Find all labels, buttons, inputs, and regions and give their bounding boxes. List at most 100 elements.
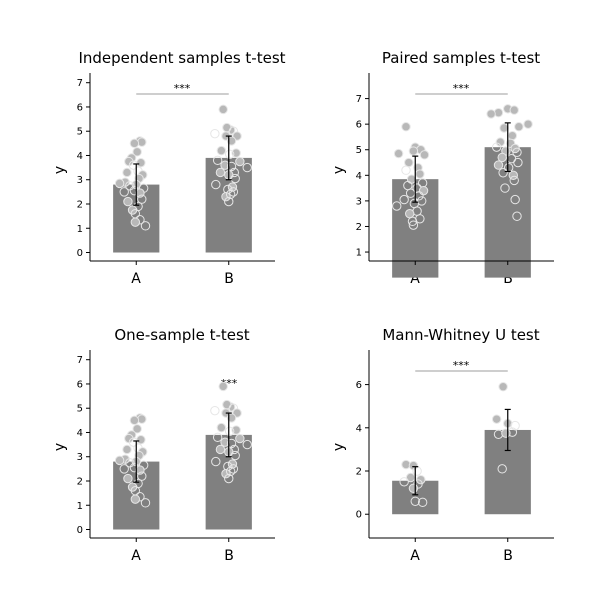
data-point (119, 187, 129, 197)
y-tick-label: 4 (356, 171, 362, 182)
panel-independent-t-test: Independent samples t-test y A B *** 0 1 2… (52, 49, 286, 287)
data-point (122, 167, 132, 178)
data-point (228, 464, 239, 474)
y-tick-label: 0 (77, 248, 83, 259)
data-point (510, 194, 520, 205)
y-tick-label: 0 (77, 525, 83, 536)
data-point (408, 146, 419, 156)
data-point (135, 465, 145, 475)
data-point (401, 165, 411, 175)
y-tick-label: 3 (77, 452, 83, 463)
significance-label: *** (453, 359, 470, 372)
data-point (417, 497, 428, 508)
data-point (513, 157, 523, 168)
data-point (140, 221, 151, 231)
data-point (491, 414, 502, 424)
panel-paired-t-test: Paired samples t-test y A B *** 1 2 3 4 5 6 7 (331, 49, 554, 287)
y-axis-label: y (52, 166, 68, 174)
error-bar (412, 466, 419, 496)
data-point (514, 122, 524, 132)
data-point (405, 208, 415, 219)
plot-area: 0 2 4 6 (356, 350, 554, 542)
data-point (498, 168, 508, 178)
x-tick-label-b: B (224, 548, 234, 564)
data-point (215, 444, 226, 455)
data-point (140, 498, 151, 508)
y-tick-label: 7 (77, 355, 83, 366)
data-point (408, 483, 419, 493)
y-tick-label: 5 (356, 145, 362, 156)
data-point (242, 439, 252, 450)
data-point (129, 415, 140, 426)
data-point (392, 201, 402, 211)
data-point (137, 194, 147, 204)
data-point (123, 473, 133, 484)
y-tick-label: 7 (356, 94, 362, 105)
data-point (128, 160, 139, 170)
data-point (512, 211, 522, 221)
data-point (418, 185, 429, 196)
y-tick-label: 4 (77, 151, 83, 162)
y-axis-label: y (331, 443, 347, 451)
data-point (399, 194, 409, 205)
data-point (501, 428, 511, 438)
data-point (114, 455, 125, 466)
data-point (216, 422, 227, 433)
data-point (135, 188, 145, 198)
data-point (224, 149, 235, 159)
data-point (499, 123, 509, 133)
data-point (222, 122, 232, 133)
error-bar (133, 163, 140, 206)
data-point (132, 147, 142, 157)
data-point (210, 405, 220, 416)
y-tick-label: 1 (77, 501, 83, 512)
data-point (235, 433, 245, 444)
data-point (130, 494, 141, 504)
data-point (491, 142, 502, 152)
data-point (226, 161, 237, 172)
plot-area: 0 1 2 3 4 5 6 7 (77, 73, 275, 265)
data-point (226, 438, 237, 449)
data-point (226, 136, 237, 146)
significance-label: *** (453, 82, 470, 95)
data-point (218, 381, 228, 392)
data-point (228, 187, 239, 197)
data-point (224, 426, 235, 436)
x-tick-label-a: A (410, 271, 420, 287)
data-point (216, 145, 227, 156)
data-point (415, 169, 425, 179)
data-point (509, 175, 519, 186)
data-point (210, 128, 220, 139)
data-point (224, 196, 234, 207)
y-tick-label: 3 (356, 196, 362, 207)
data-point (509, 105, 519, 115)
chart-title: Independent samples t-test (78, 49, 285, 67)
data-point (242, 162, 252, 173)
error-bar (504, 408, 511, 452)
data-point (235, 156, 245, 167)
y-tick-label: 1 (77, 224, 83, 235)
data-point (225, 466, 236, 476)
data-point (419, 150, 430, 160)
x-tick-label-b: B (503, 548, 513, 564)
data-point (225, 189, 236, 199)
data-point (493, 160, 504, 170)
y-tick-label: 5 (77, 404, 83, 415)
y-tick-label: 2 (77, 199, 83, 210)
x-tick-label-a: A (131, 548, 141, 564)
panel-mann-whitney-u-test: Mann-Whitney U test y A B *** 0 2 4 6 (331, 326, 554, 564)
y-tick-label: 1 (356, 248, 362, 259)
data-point (129, 138, 140, 149)
data-point (507, 130, 518, 141)
data-point (510, 420, 520, 431)
data-point (211, 456, 221, 467)
data-point (404, 157, 414, 168)
data-point (230, 450, 240, 461)
data-point (128, 437, 139, 447)
data-point (212, 155, 223, 166)
x-tick-label-a: A (410, 548, 420, 564)
data-point (130, 217, 141, 227)
y-tick-label: 4 (356, 423, 362, 434)
data-point (224, 473, 234, 484)
